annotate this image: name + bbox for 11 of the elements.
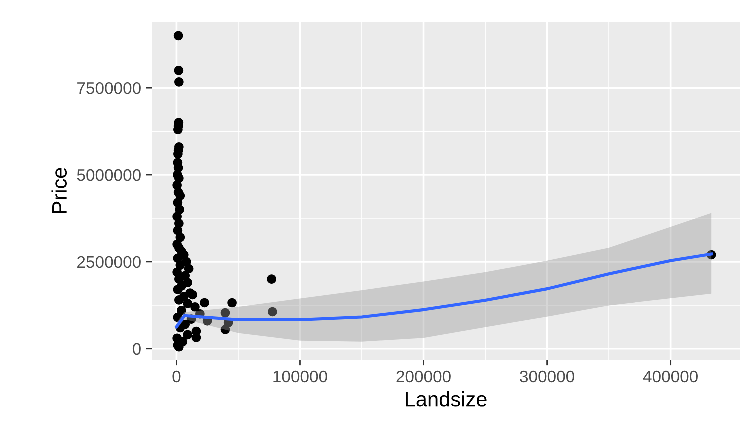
x-tick-label: 0 [172,370,181,383]
x-tick-label: 300000 [520,370,574,383]
x-axis-title: Landsize [406,392,487,407]
y-tick-label: 5000000 [77,169,141,182]
x-tick-label: 100000 [274,370,328,383]
y-axis-title: Price [52,168,68,214]
x-tick-label: 400000 [643,370,698,383]
y-tick-label: 2500000 [78,256,141,268]
y-tick-label: 0 [132,343,141,356]
y-tick-label: 7500000 [78,82,141,94]
x-tick-label: 200000 [396,370,451,383]
